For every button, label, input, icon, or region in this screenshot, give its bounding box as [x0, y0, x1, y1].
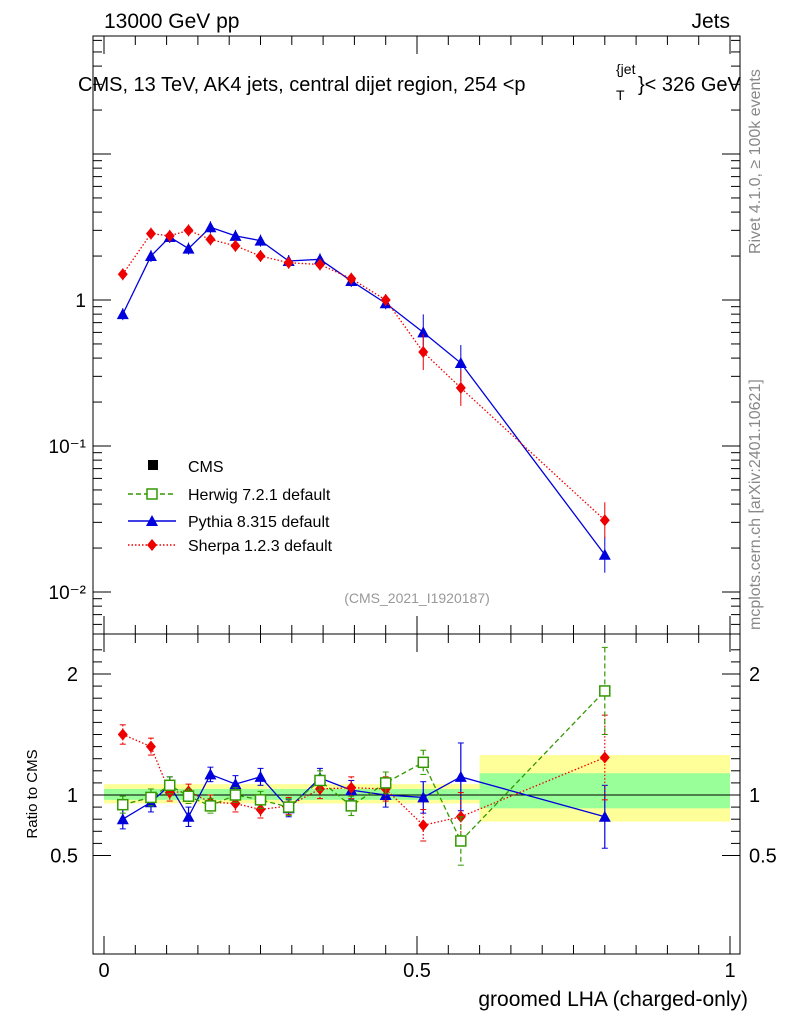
pythia-point: [454, 357, 467, 369]
herwig-point: [145, 791, 157, 804]
sherpa-point: [455, 381, 466, 394]
x-tick-label: 0.5: [403, 960, 431, 982]
herwig-point: [379, 777, 392, 789]
legend-marker-sherpa: [147, 539, 157, 551]
pythia-point: [144, 250, 157, 262]
header-energy-label: 13000 GeV pp: [104, 10, 239, 33]
chart-title-superscript: {jet: [616, 61, 636, 77]
pythia-point: [229, 229, 242, 241]
sherpa-point: [599, 751, 610, 764]
x-tick-label: 0: [98, 960, 109, 982]
herwig-point: [229, 789, 242, 801]
sherpa-point: [117, 268, 128, 281]
sherpa-point: [255, 250, 266, 263]
rivet-version-label: Rivet 4.1.0, ≥ 100k events: [747, 69, 764, 254]
main-y-tick-label: 1: [75, 291, 86, 312]
pythia-point: [417, 326, 430, 338]
sherpa-point: [164, 229, 175, 242]
herwig-point: [599, 685, 611, 697]
sherpa-point: [145, 740, 156, 753]
pythia-point: [182, 810, 195, 822]
sherpa-point: [346, 781, 357, 794]
pythia-point: [417, 791, 430, 803]
sherpa-point: [283, 256, 294, 269]
sherpa-point: [599, 514, 610, 527]
herwig-point: [254, 794, 267, 806]
ratio-series-line: [122, 733, 606, 826]
chart-title-subscript: T: [616, 87, 625, 103]
sherpa-point: [145, 227, 156, 240]
header-jets-label: Jets: [691, 10, 730, 33]
herwig-point: [345, 800, 358, 812]
x-tick-label: 1: [724, 960, 735, 982]
herwig-point: [314, 774, 326, 787]
sherpa-point: [380, 294, 391, 306]
herwig-point: [417, 756, 430, 769]
main-y-tick-label: 10⁻¹: [49, 437, 87, 458]
pythia-point: [598, 810, 611, 822]
chart-title-tail: }< 326 GeV: [638, 74, 742, 96]
pythia-point: [598, 548, 611, 560]
ratio-y-tick-label-right: 1: [749, 785, 760, 807]
legend-label-cms: CMS: [188, 459, 224, 476]
sherpa-point: [418, 346, 429, 359]
sherpa-point: [117, 728, 128, 741]
herwig-point: [455, 835, 467, 847]
pythia-point: [254, 770, 267, 782]
legend: CMS Herwig 7.2.1 default Pythia 8.315 de…: [128, 459, 333, 555]
axis-ticks: 10⁻² 10⁻¹ 1 0.5 0.5 1 1 2 2 0 0.5 1: [49, 36, 777, 982]
legend-label-pythia: Pythia 8.315 default: [188, 514, 330, 531]
herwig-point: [204, 800, 217, 812]
herwig-point: [117, 798, 129, 811]
pythia-point: [454, 770, 467, 782]
main-y-tick-label: 10⁻²: [49, 583, 87, 604]
main-series-line: [122, 226, 606, 556]
pythia-point: [182, 242, 195, 254]
legend-marker-herwig: [146, 488, 158, 500]
main-series-group: [116, 221, 611, 573]
x-axis-label: groomed LHA (charged-only): [478, 988, 748, 1011]
ratio-series-group: [116, 646, 611, 866]
sherpa-point: [314, 258, 325, 271]
pythia-point: [204, 768, 217, 780]
pythia-point: [116, 308, 129, 320]
ratio-y-tick-label-left: 1: [67, 785, 78, 807]
mcplots-label: mcplots.cern.ch [arXiv:2401.10621]: [747, 379, 764, 630]
pythia-point: [116, 813, 129, 825]
herwig-point: [163, 779, 176, 792]
sherpa-point: [183, 224, 194, 237]
pythia-point: [254, 234, 267, 246]
sherpa-point: [346, 272, 357, 285]
legend-label-sherpa: Sherpa 1.2.3 default: [188, 538, 333, 555]
sherpa-point: [255, 803, 266, 816]
ratio-series-line: [122, 690, 606, 843]
main-series-line: [122, 229, 606, 521]
legend-marker-cms: [148, 460, 158, 470]
sherpa-point: [418, 819, 429, 832]
herwig-point: [182, 790, 195, 802]
pythia-point: [204, 221, 217, 233]
herwig-point: [282, 801, 295, 813]
ratio-y-tick-label-right: 0.5: [749, 846, 777, 868]
analysis-watermark: (CMS_2021_I1920187): [344, 590, 490, 606]
ratio-y-tick-label-left: 0.5: [50, 846, 78, 868]
ratio-y-axis-label: Ratio to CMS: [24, 749, 41, 838]
ratio-band-inner: [104, 788, 480, 800]
ratio-y-tick-label-left: 2: [67, 664, 78, 686]
chart-title: CMS, 13 TeV, AK4 jets, central dijet reg…: [78, 74, 526, 96]
legend-label-herwig: Herwig 7.2.1 default: [188, 487, 331, 504]
sherpa-point: [205, 233, 216, 246]
pythia-point: [229, 778, 242, 790]
legend-marker-pythia: [146, 515, 158, 526]
sherpa-point: [230, 239, 241, 252]
ratio-y-tick-label-right: 2: [749, 664, 760, 686]
